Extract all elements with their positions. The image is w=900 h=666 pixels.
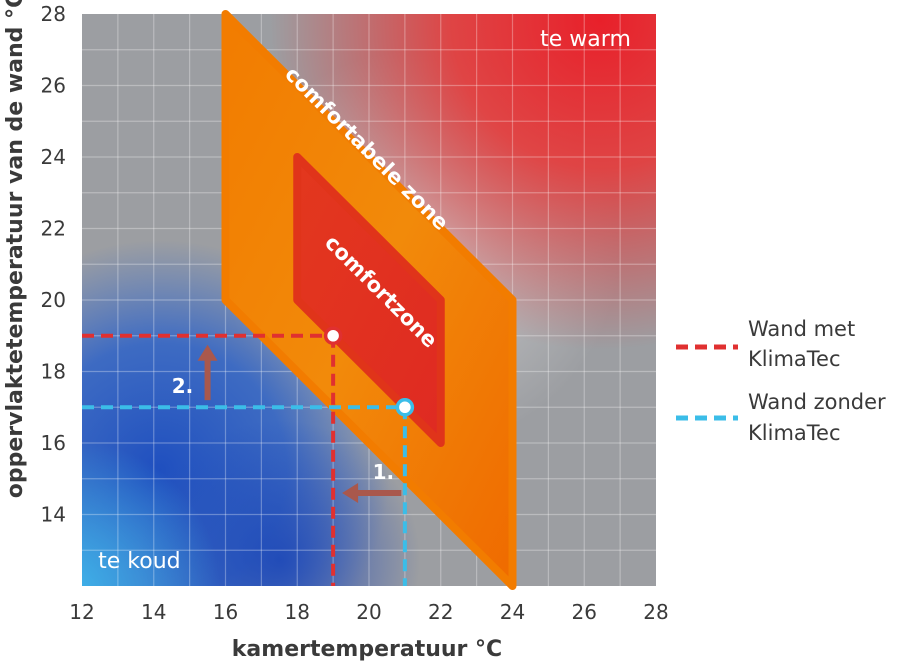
legend-without-line1: Wand zonder: [748, 390, 886, 414]
y-tick-label: 22: [41, 217, 66, 241]
x-tick-label: 16: [213, 600, 238, 624]
y-tick-label: 28: [41, 2, 66, 26]
y-tick-label: 26: [41, 74, 66, 98]
legend-with-line1: Wand met: [748, 317, 855, 341]
x-axis-title: kamertemperatuur °C: [232, 637, 502, 662]
region-label-cold: te koud: [98, 549, 180, 574]
x-tick-label: 20: [356, 600, 381, 624]
y-tick-label: 14: [41, 503, 66, 527]
y-tick-label: 24: [41, 145, 66, 169]
y-tick-label: 20: [41, 288, 66, 312]
point-with-klimatec: [323, 326, 343, 345]
x-tick-label: 14: [141, 600, 166, 624]
zone-comfortzone: [293, 153, 445, 447]
annotation-step-1: 1.: [373, 460, 395, 484]
legend-without-line2: KlimaTec: [748, 421, 841, 445]
arrow-step-2-head: [197, 344, 218, 361]
annotation-step-2: 2.: [172, 374, 194, 398]
point-without-klimatec: [395, 398, 415, 417]
legend-with-line2: KlimaTec: [748, 347, 841, 371]
x-tick-label: 28: [643, 600, 668, 624]
legend: Wand met KlimaTec Wand zonder KlimaTec: [676, 317, 886, 445]
y-tick-label: 16: [41, 431, 66, 455]
x-tick-label: 12: [69, 600, 94, 624]
x-tick-label: 24: [500, 600, 525, 624]
region-label-warm: te warm: [540, 27, 631, 52]
x-tick-label: 26: [572, 600, 597, 624]
y-axis-title: oppervlaktetemperatuur van de wand °C: [3, 0, 28, 498]
arrow-step-1-head: [342, 483, 359, 504]
x-tick-label: 18: [285, 600, 310, 624]
x-tick-label: 22: [428, 600, 453, 624]
y-tick-label: 18: [41, 360, 66, 384]
